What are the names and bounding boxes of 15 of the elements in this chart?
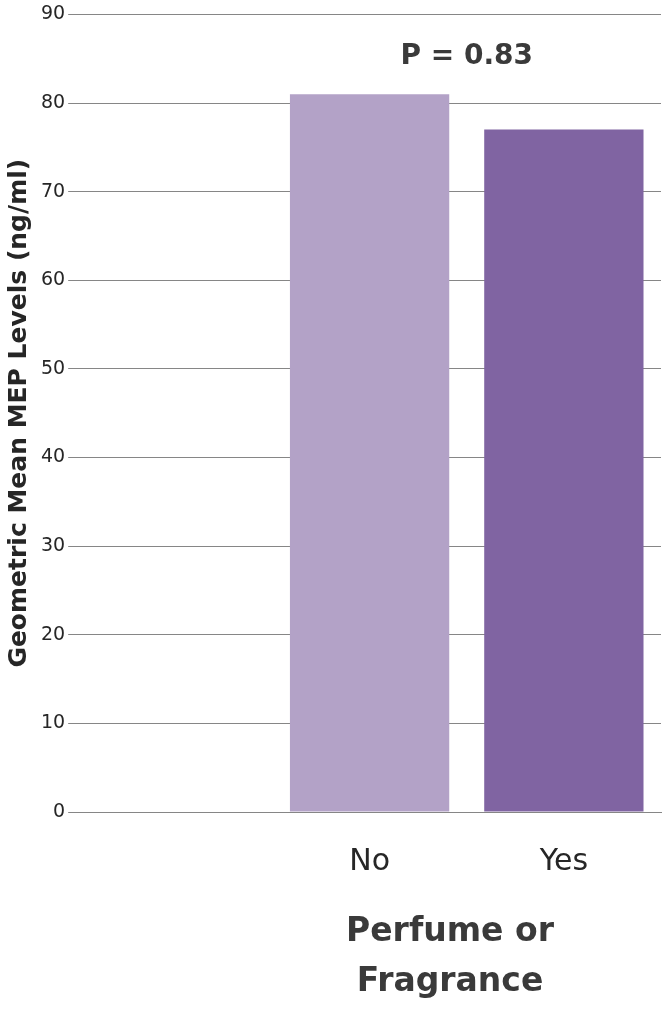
y-tick-label: 0 [53,798,66,821]
x-axis-title: Perfume or Fragrance [345,909,555,1001]
y-axis-title: Geometric Mean MEP Levels (ng/ml) [2,158,32,668]
y-tick-label: 20 [40,621,66,644]
y-tick-label: 80 [40,89,66,112]
x-tick-label: No [349,841,390,877]
y-tick-label: 90 [40,1,66,24]
y-tick-label: 30 [40,533,66,556]
y-tick-label: 10 [40,710,66,733]
x-tick-label: Yes [538,841,589,877]
y-tick-label: 60 [40,267,66,290]
y-tick-label: 40 [40,444,66,467]
y-tick-label: 70 [40,178,66,201]
y-tick-label: 50 [40,355,66,378]
annotation: P = 0.83 [400,37,534,71]
